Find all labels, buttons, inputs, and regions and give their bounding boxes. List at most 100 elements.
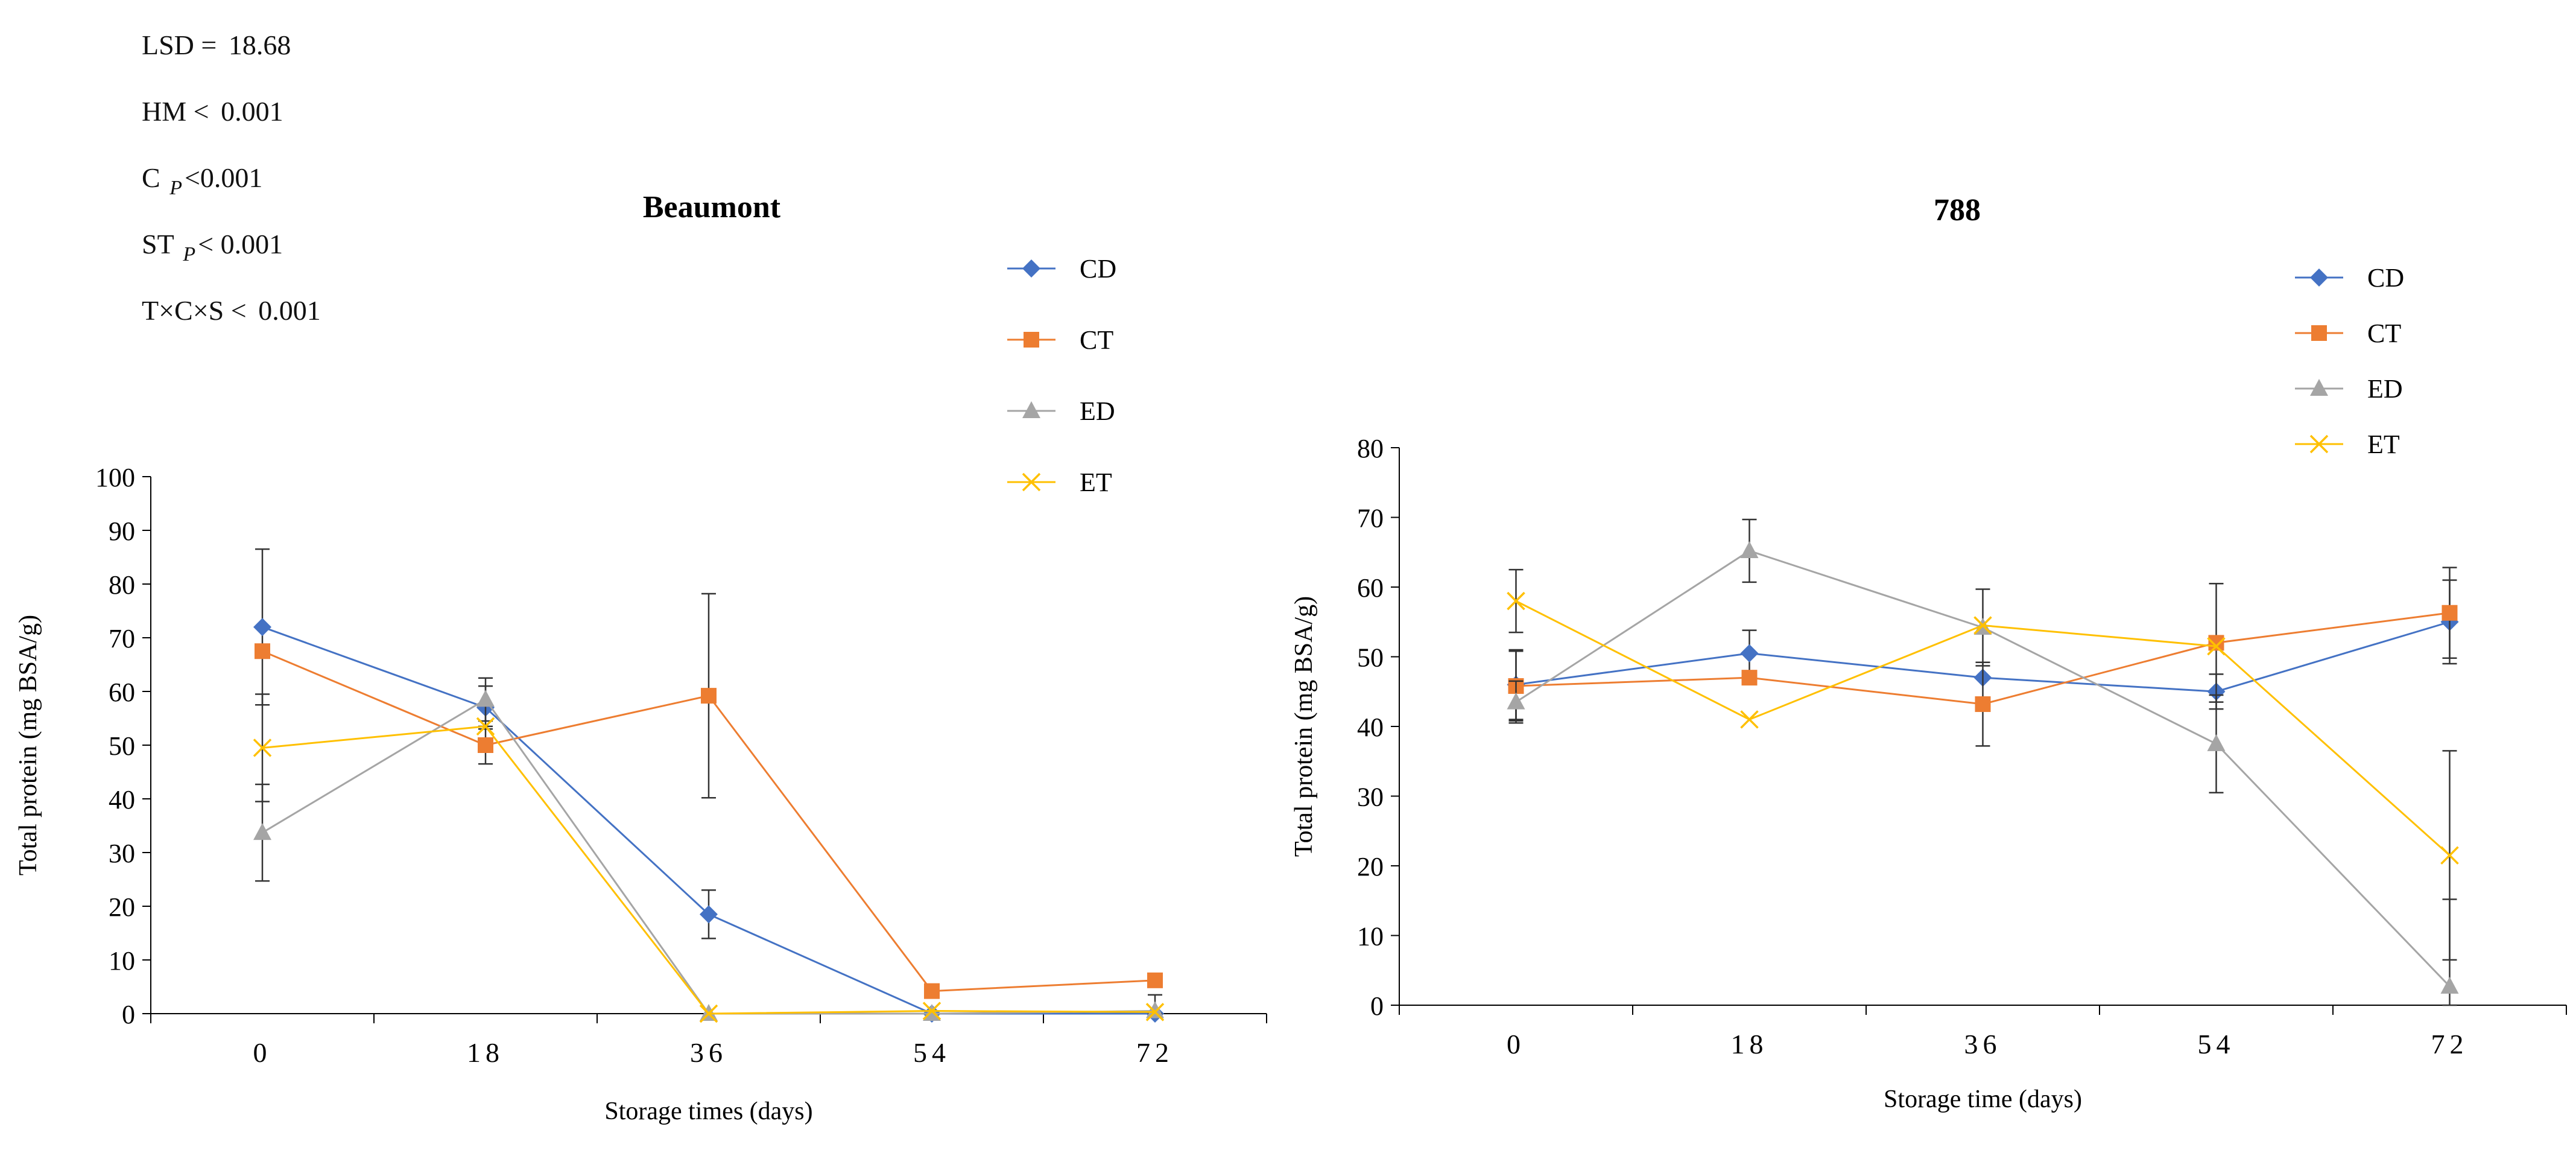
- y-tick-label: 20: [1357, 852, 1384, 882]
- data-point: [476, 717, 495, 736]
- y-tick-label: 90: [109, 516, 135, 546]
- legend-marker: [1022, 472, 1041, 492]
- y-tick-label: 80: [109, 570, 135, 600]
- x-tick-label: 0: [253, 1037, 272, 1068]
- data-point: [2440, 846, 2459, 865]
- stat-line: HM < 0.001: [142, 87, 321, 154]
- y-tick-label: 100: [95, 463, 135, 492]
- data-point: [478, 737, 493, 753]
- y-tick-label: 0: [1370, 991, 1384, 1021]
- data-point: [1145, 1003, 1165, 1021]
- stat-sub: P: [169, 177, 182, 199]
- statistics-block: LSD = 18.68 HM < 0.001 C P<0.001 ST P< 0.00…: [142, 21, 321, 353]
- y-tick-label: 70: [109, 624, 135, 653]
- data-point: [2440, 976, 2459, 994]
- stat-post: < 0.001: [198, 229, 283, 259]
- data-point: [1507, 692, 1525, 710]
- data-point: [2208, 635, 2224, 651]
- y-tick-label: 50: [109, 731, 135, 761]
- legend-item-CD: CD: [2295, 263, 2404, 293]
- data-point: [1973, 616, 1992, 635]
- y-tick-label: 40: [109, 785, 135, 815]
- legend-marker: [1022, 259, 1040, 278]
- stat-pre: LSD =: [142, 30, 224, 60]
- y-tick-label: 20: [109, 892, 135, 922]
- stat-pre: ST: [142, 229, 181, 259]
- y-tick-label: 30: [1357, 783, 1384, 812]
- y-tick-label: 60: [109, 678, 135, 707]
- data-point: [699, 1004, 718, 1023]
- data-point: [1147, 972, 1163, 988]
- x-tick-label: 54: [2198, 1029, 2235, 1059]
- data-point: [1146, 1001, 1164, 1018]
- data-point: [476, 690, 495, 707]
- legend-label: CD: [2367, 263, 2404, 293]
- series-ET: [253, 693, 1165, 1023]
- marker-stroke: [476, 717, 495, 736]
- stat-line: LSD = 18.68: [142, 21, 321, 87]
- x-tick-label: 18: [1731, 1029, 1768, 1059]
- stat-pre: C: [142, 162, 168, 193]
- data-point: [922, 1002, 941, 1020]
- y-tick-label: 10: [109, 946, 135, 976]
- legend-marker: [1024, 332, 1039, 348]
- series-ED: [1507, 518, 2459, 1006]
- legend: CD CT ED ET: [1007, 254, 1116, 497]
- legend-label: ET: [1080, 468, 1112, 497]
- legend-marker: [2310, 379, 2328, 396]
- stat-pre: HM <: [142, 96, 217, 127]
- x-axis-label: Storage times (days): [604, 1098, 812, 1125]
- legend-item-ED: ED: [1007, 396, 1115, 426]
- x-axis-label: Storage time (days): [1884, 1085, 2082, 1113]
- legend-item-ET: ET: [1007, 468, 1112, 497]
- legend-item-ED: ED: [2295, 374, 2403, 404]
- stat-line: ST P< 0.001: [142, 220, 321, 287]
- stat-line: T×C×S < 0.001: [142, 287, 321, 353]
- data-point: [1740, 644, 1759, 662]
- data-point: [253, 739, 272, 757]
- y-axis-label: Total protein (mg BSA/g): [14, 615, 42, 875]
- legend-marker: [2309, 434, 2329, 454]
- data-point: [924, 983, 940, 999]
- data-point: [1975, 696, 1991, 713]
- y-tick-label: 80: [1357, 434, 1384, 463]
- data-point: [700, 905, 718, 924]
- x-tick-label: 72: [1136, 1037, 1174, 1068]
- legend: CD CT ED ET: [2295, 263, 2404, 459]
- chart-title: 788: [1934, 193, 1981, 227]
- marker-stroke: [2440, 846, 2459, 865]
- legend-label: ET: [2367, 430, 2400, 459]
- y-tick-label: 50: [1357, 643, 1384, 673]
- legend-item-CD: CD: [1007, 254, 1116, 284]
- marker-stroke: [1145, 1003, 1165, 1021]
- x-tick-label: 36: [690, 1037, 727, 1068]
- y-tick-label: 30: [109, 839, 135, 868]
- legend-label: CT: [2367, 319, 2401, 348]
- stat-sub: P: [183, 243, 196, 265]
- marker-stroke: [1973, 616, 1992, 635]
- y-tick-label: 0: [122, 1000, 135, 1029]
- legend-marker: [1022, 401, 1040, 418]
- chart-1: Beaumont 0 10 20 30 40 50 60 70 80 90 100 0 18 36 54 72 S…: [14, 190, 1267, 1125]
- stat-line: C P<0.001: [142, 154, 321, 220]
- marker-stroke: [1022, 472, 1041, 492]
- legend-marker: [2311, 325, 2327, 341]
- legend-label: ED: [1080, 396, 1115, 426]
- data-point: [1507, 591, 1525, 611]
- y-tick-label: 60: [1357, 573, 1384, 603]
- data-point: [255, 643, 270, 659]
- series-ET: [1507, 568, 2459, 961]
- legend-label: CT: [1080, 325, 1113, 355]
- legend-item-CT: CT: [1007, 325, 1113, 355]
- x-tick-label: 36: [1964, 1029, 2002, 1059]
- x-tick-label: 54: [913, 1037, 951, 1068]
- y-axis-label: Total protein (mg BSA/g): [1290, 596, 1318, 857]
- x-tick-label: 18: [467, 1037, 504, 1068]
- data-point: [701, 688, 717, 704]
- legend-item-ET: ET: [2295, 430, 2400, 459]
- x-tick-label: 72: [2431, 1029, 2469, 1059]
- marker-stroke: [1740, 710, 1759, 729]
- series-CT: [255, 592, 1163, 999]
- y-tick-label: 40: [1357, 713, 1384, 742]
